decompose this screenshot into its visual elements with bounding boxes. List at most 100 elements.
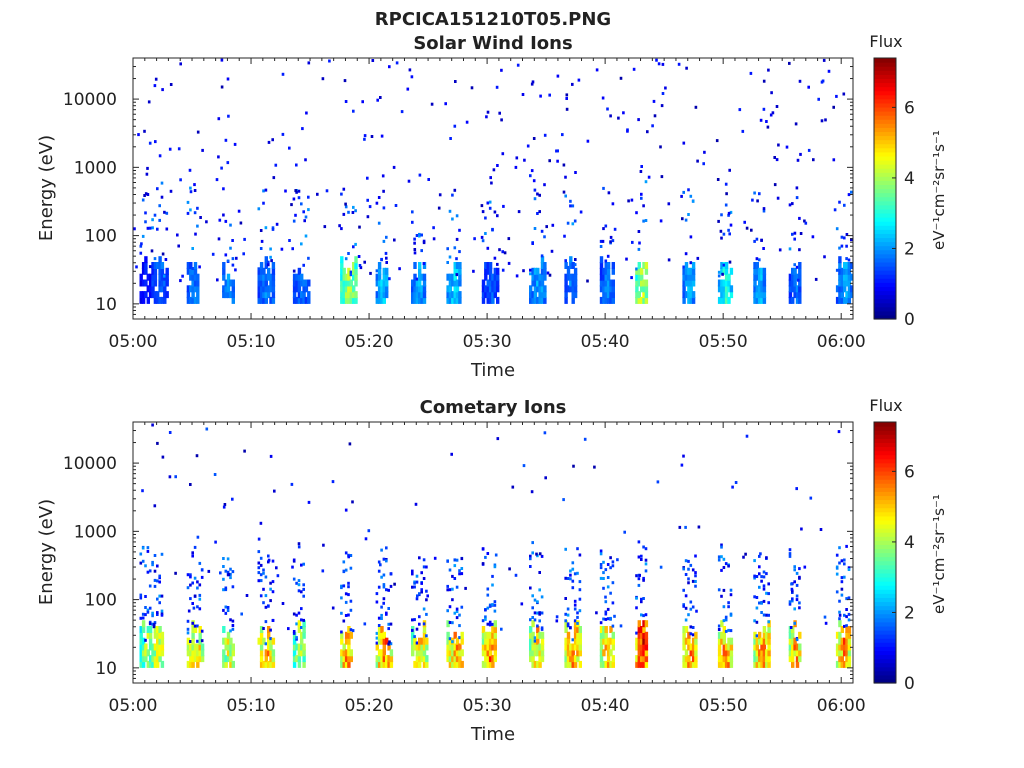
- flux-cell: [455, 607, 459, 611]
- flux-cell: [533, 611, 537, 615]
- flux-cell: [486, 622, 490, 626]
- flux-cell: [500, 68, 503, 72]
- flux-cell: [222, 557, 225, 560]
- flux-cell: [538, 193, 541, 197]
- flux-cell: [259, 655, 264, 663]
- y-axis-label: Energy (eV): [36, 499, 57, 605]
- flux-cell: [269, 296, 273, 304]
- flux-cell: [694, 584, 697, 588]
- flux-cell: [758, 267, 762, 275]
- colorbar-swatch: [874, 597, 896, 603]
- flux-cell: [529, 272, 532, 276]
- flux-cell: [767, 620, 770, 624]
- flux-cell: [793, 263, 796, 267]
- flux-cell: [344, 568, 348, 572]
- flux-cell: [418, 273, 422, 281]
- flux-cell: [536, 273, 540, 281]
- colorbar-swatch: [874, 454, 896, 460]
- flux-cell: [389, 642, 393, 646]
- flux-cell: [835, 296, 840, 304]
- flux-cell: [682, 660, 686, 668]
- flux-cell: [267, 643, 271, 651]
- flux-cell: [606, 585, 610, 589]
- flux-cell: [540, 279, 545, 287]
- flux-cell: [493, 565, 497, 569]
- flux-cell: [453, 262, 457, 269]
- flux-cell: [722, 655, 726, 663]
- colorbar-swatch: [874, 617, 896, 623]
- flux-cell: [347, 637, 351, 645]
- flux-cell: [684, 655, 689, 663]
- flux-cell: [838, 291, 842, 299]
- flux-cell: [458, 267, 462, 275]
- flux-cell: [344, 285, 349, 293]
- flux-cell: [611, 643, 615, 651]
- flux-cell: [377, 279, 382, 287]
- flux-cell: [413, 248, 417, 251]
- flux-cell: [382, 643, 386, 651]
- flux-cell: [137, 133, 140, 137]
- flux-cell: [767, 660, 771, 668]
- flux-cell: [724, 562, 728, 566]
- flux-cell: [380, 291, 384, 299]
- flux-cell: [196, 130, 200, 134]
- colorbar-swatch: [874, 70, 896, 75]
- flux-cell: [602, 571, 605, 575]
- flux-cell: [158, 643, 162, 651]
- flux-cell: [302, 562, 305, 566]
- flux-cell: [257, 273, 261, 281]
- flux-cell: [850, 190, 853, 194]
- flux-cell: [847, 568, 851, 571]
- flux-cell: [340, 291, 344, 299]
- y-tick-label: 10: [95, 659, 117, 679]
- flux-cell: [791, 643, 795, 651]
- flux-cell: [543, 267, 547, 275]
- flux-cell: [151, 226, 154, 230]
- flux-cell: [151, 262, 155, 269]
- flux-cell: [637, 279, 641, 287]
- flux-cell: [637, 262, 641, 269]
- flux-cell: [458, 660, 462, 668]
- flux-cell: [491, 583, 494, 587]
- flux-cell: [387, 655, 391, 663]
- flux-cell: [486, 643, 490, 651]
- flux-cell: [793, 643, 797, 651]
- flux-cell: [694, 631, 698, 639]
- flux-cell: [845, 262, 849, 269]
- flux-cell: [411, 210, 414, 214]
- flux-cell: [226, 285, 231, 293]
- flux-cell: [724, 291, 729, 299]
- flux-cell: [484, 617, 487, 621]
- flux-cell: [695, 609, 698, 613]
- flux-cell: [281, 602, 285, 605]
- flux-cell: [347, 593, 350, 597]
- y-tick-label: 10000: [63, 90, 117, 110]
- flux-cell: [229, 637, 233, 645]
- flux-cell: [573, 619, 577, 623]
- flux-cell: [453, 564, 457, 568]
- flux-cell: [196, 535, 200, 539]
- colorbar-swatch: [874, 270, 896, 275]
- flux-cell: [484, 555, 487, 559]
- flux-cell: [453, 611, 457, 615]
- flux-cell: [388, 640, 391, 644]
- flux-cell: [226, 77, 230, 81]
- flux-cell: [571, 285, 575, 293]
- flux-cell: [845, 631, 849, 639]
- flux-cell: [151, 560, 154, 564]
- flux-cell: [642, 262, 646, 269]
- flux-cell: [555, 619, 559, 623]
- flux-cell: [536, 643, 540, 651]
- flux-cell: [191, 247, 194, 250]
- flux-cell: [564, 576, 567, 580]
- flux-cell: [295, 190, 298, 194]
- flux-cell: [458, 649, 462, 657]
- flux-cell: [139, 561, 143, 565]
- flux-cell: [484, 615, 487, 619]
- flux-cell: [340, 631, 344, 639]
- flux-cell: [684, 618, 688, 622]
- flux-cell: [151, 218, 154, 222]
- flux-cell: [843, 575, 846, 579]
- flux-cell: [144, 262, 148, 269]
- flux-cell: [231, 627, 235, 631]
